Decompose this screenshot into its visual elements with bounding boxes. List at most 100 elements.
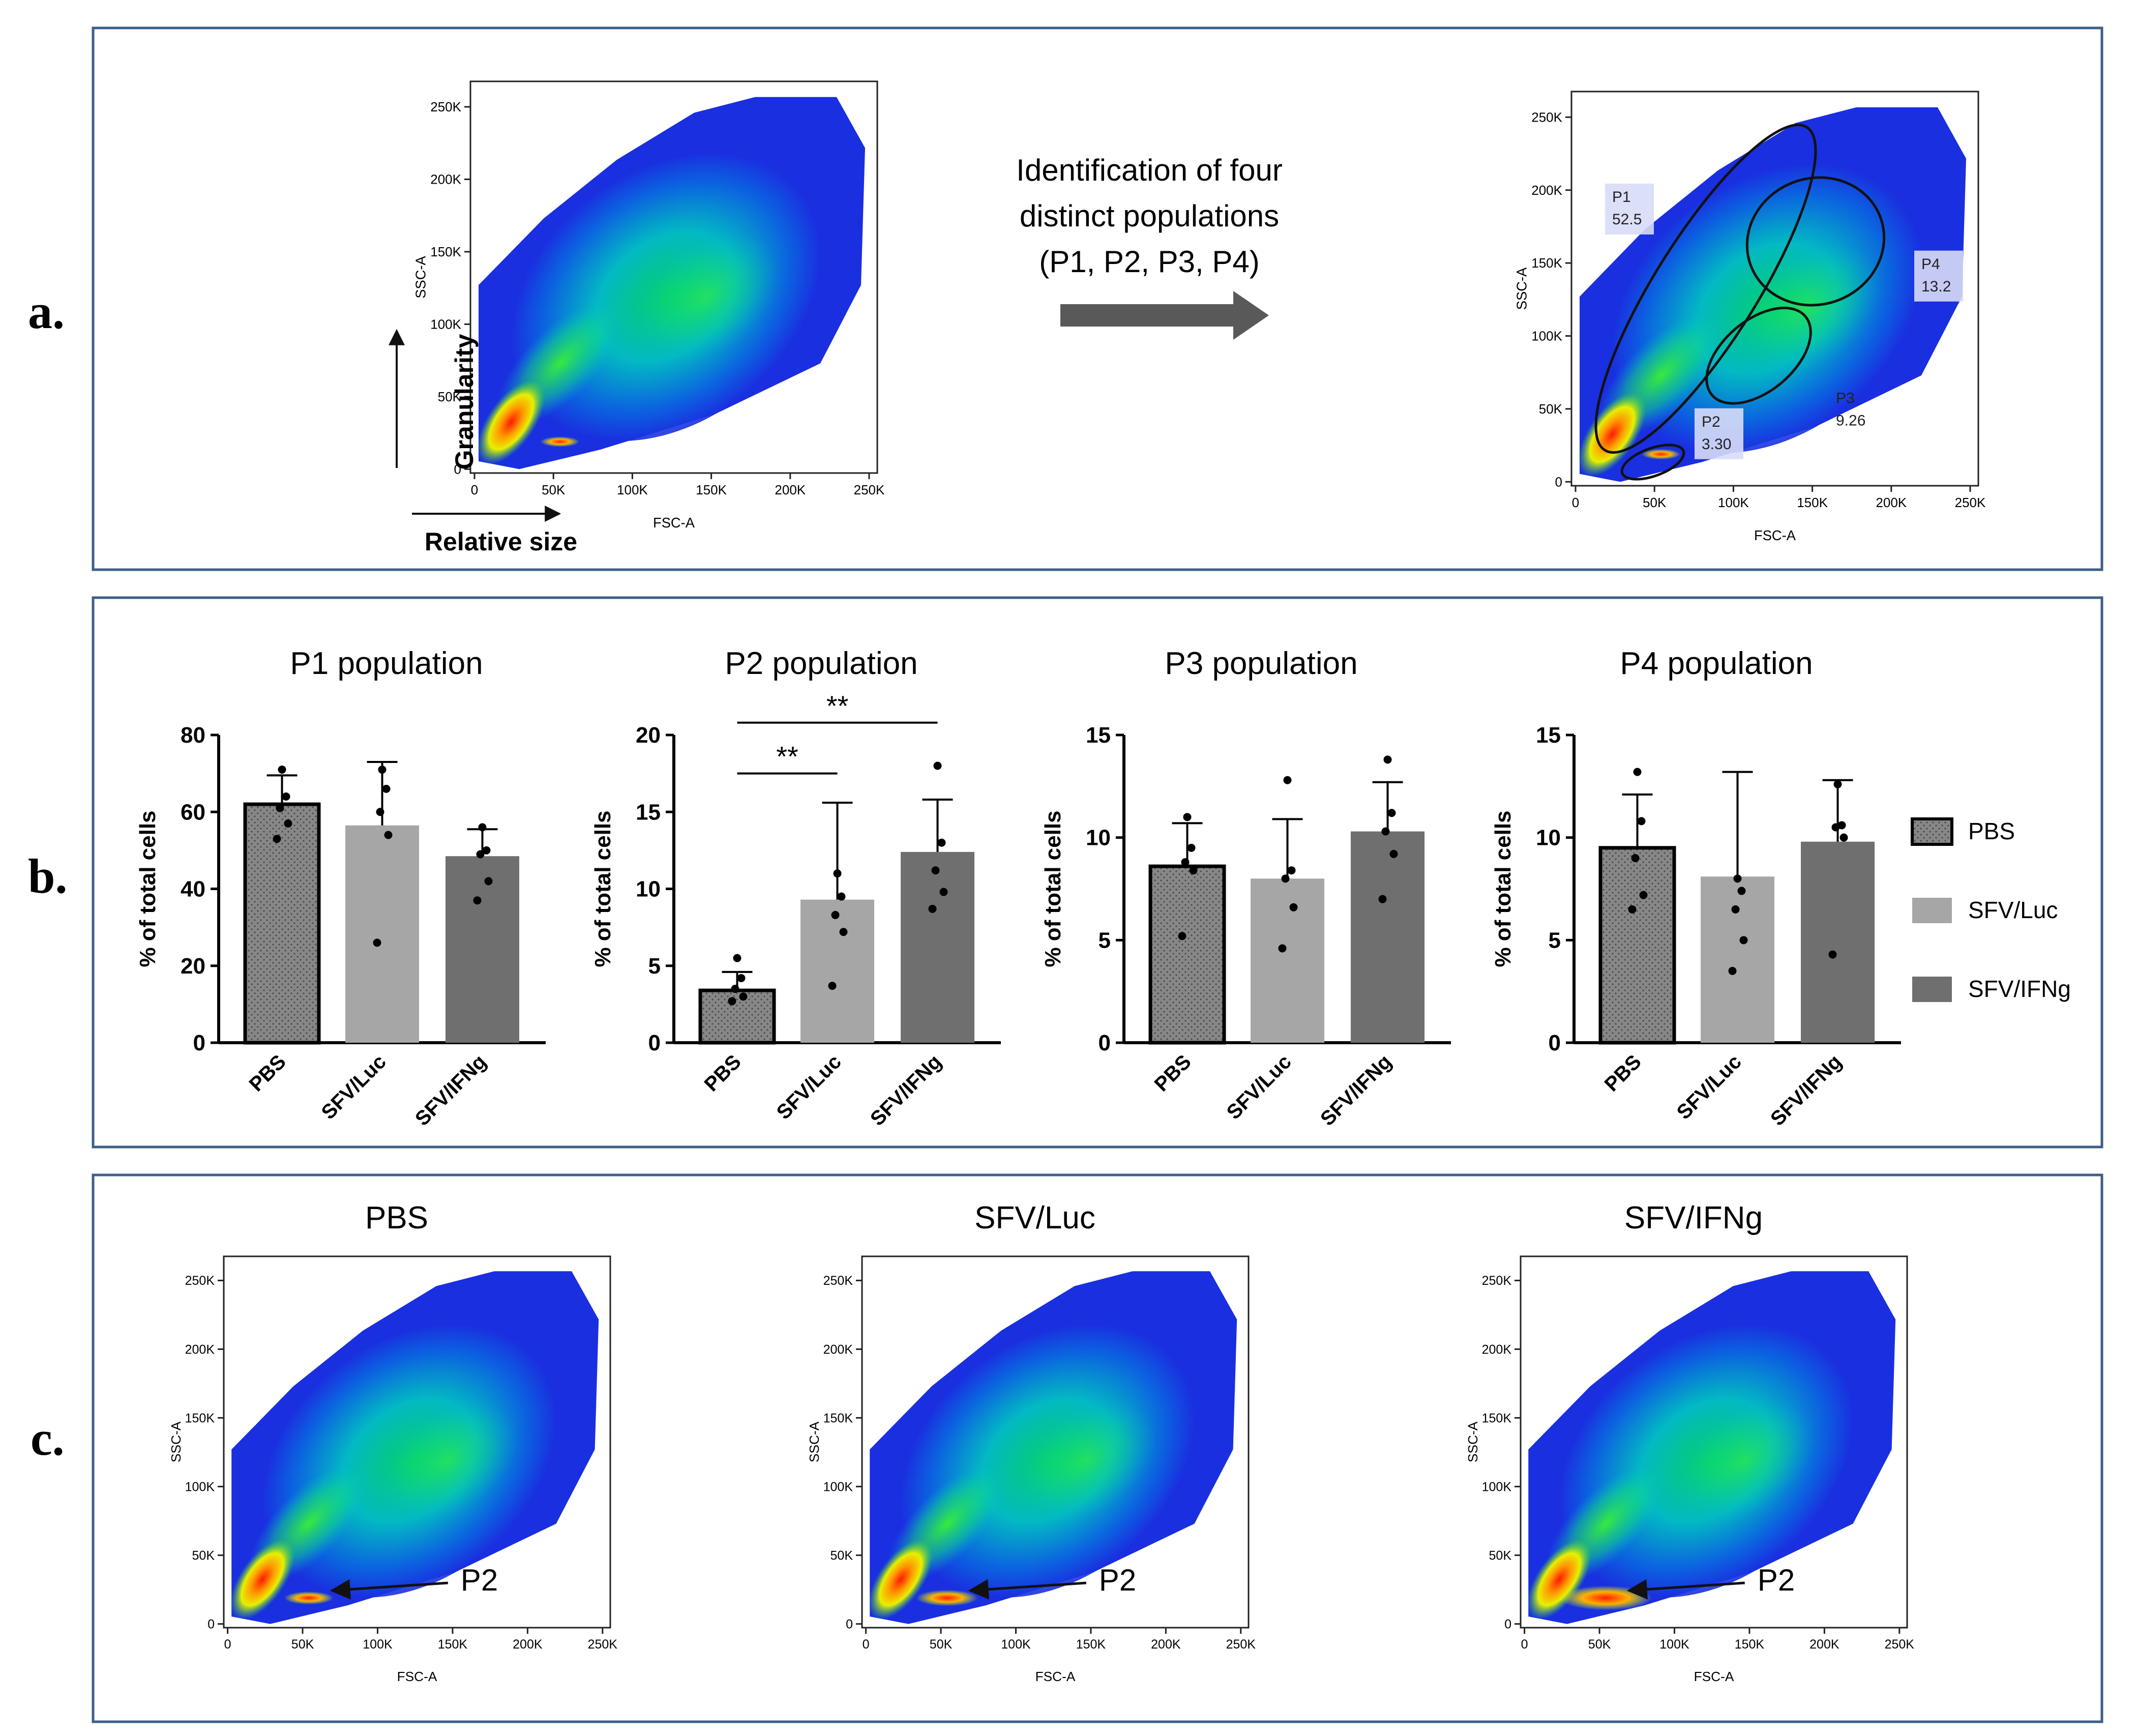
density-hotspot: [1527, 1539, 1592, 1620]
data-point: [1187, 843, 1196, 852]
arrow-text-line-3: (P1, P2, P3, P4): [1039, 245, 1260, 279]
bar-sfv-ifng: [1801, 841, 1875, 1043]
bar-pbs: [243, 802, 321, 1045]
data-point: [939, 888, 948, 896]
p2-arrow: [968, 1579, 1086, 1600]
category-label: SFV/Luc: [317, 1050, 391, 1124]
y-tick-label: 250K: [430, 99, 461, 114]
y-tick-label: 15: [636, 800, 661, 825]
x-tick-label: 200K: [513, 1637, 543, 1652]
data-point: [1833, 780, 1842, 788]
y-tick-label: 200K: [823, 1342, 853, 1357]
y-tick-label: 0: [1099, 1031, 1111, 1055]
y-tick-label: 150K: [430, 244, 461, 259]
x-tick-label: 150K: [1735, 1637, 1765, 1652]
data-point: [831, 910, 840, 919]
flow-plot-1: PBS 0 50K 100K 150K 200K 250K 0 50K 100K 150K 200K 2…: [168, 1200, 617, 1684]
y-axis-label: SSC-A: [807, 1421, 822, 1462]
x-axis-label: FSC-A: [1035, 1669, 1076, 1684]
y-tick-label: 200K: [185, 1342, 215, 1357]
x-tick-label: 150K: [438, 1637, 468, 1652]
chart-4: P4 population 0 5 10 15 % of total cells PBS SF…: [1491, 646, 1901, 1130]
y-axis-label: % of total cells: [590, 810, 615, 967]
arrow-text-line-1: Identification of four: [1016, 153, 1283, 187]
bar-sfv-ifng: [446, 856, 519, 1043]
bar-sfv-luc: [345, 825, 419, 1043]
data-point: [739, 992, 748, 1001]
panel-a-label: a.: [28, 284, 65, 339]
flow-plot-overview: 0 50K 100K 150K 200K 250K 0 50K 100K 150K 200K 250K…: [413, 80, 885, 531]
x-tick-label: 250K: [854, 482, 885, 497]
y-tick-label: 0: [454, 461, 461, 477]
data-point: [378, 766, 387, 774]
flow-plot-2: SFV/Luc 0 50K 100K 150K 200K 250K 0 50K 100K 150K 2…: [807, 1200, 1256, 1684]
y-tick-label: 50K: [1539, 401, 1563, 417]
flow-plot-gated: 0 50K 100K 150K 200K 250K 0 50K 100K 150K 200K 250K…: [1514, 91, 1986, 543]
data-point: [284, 819, 292, 828]
y-tick-label: 5: [1099, 928, 1111, 953]
data-point: [1189, 866, 1198, 875]
legend-label-2: SFV/Luc: [1968, 897, 2058, 923]
data-point: [1737, 887, 1746, 895]
y-tick-label: 5: [1549, 928, 1561, 953]
category-label: SFV/Luc: [1223, 1050, 1296, 1124]
legend-swatch-2: [1912, 898, 1952, 923]
data-point: [839, 928, 848, 936]
gate-name: P3: [1836, 390, 1855, 406]
y-tick-label: 200K: [1531, 183, 1562, 198]
data-point: [1387, 809, 1396, 817]
legend-swatch-1: [1911, 817, 1953, 846]
y-tick-label: 250K: [1531, 109, 1562, 125]
p2-arrow-label: P2: [461, 1563, 498, 1597]
data-point: [1183, 813, 1192, 821]
bar-sfv-ifng: [1351, 831, 1424, 1043]
data-point: [1828, 950, 1837, 959]
data-point: [1378, 895, 1387, 903]
x-tick-label: 100K: [1001, 1637, 1031, 1652]
gate-percent: 13.2: [1921, 278, 1951, 295]
data-point: [1633, 768, 1642, 776]
y-tick-label: 0: [1504, 1617, 1511, 1631]
bar-pbs: [698, 988, 776, 1045]
x-tick-label: 50K: [1643, 495, 1667, 510]
y-tick-label: 0: [1549, 1031, 1561, 1055]
panel-b-label: b.: [28, 849, 67, 903]
x-tick-label: 0: [471, 482, 478, 497]
gate-name: P4: [1921, 256, 1940, 273]
x-tick-label: 150K: [1797, 495, 1828, 510]
x-tick-label: 50K: [291, 1637, 314, 1652]
panel-a-frame: [92, 26, 2103, 571]
y-tick-label: 100K: [1482, 1480, 1512, 1494]
data-point: [933, 761, 942, 770]
gate-label-box: [1695, 408, 1743, 459]
data-point: [1283, 776, 1292, 784]
x-tick-label: 0: [1521, 1637, 1528, 1652]
y-tick-label: 60: [181, 800, 205, 825]
data-point: [1733, 874, 1742, 883]
arrow-text-line-2: distinct populations: [1020, 199, 1279, 233]
y-axis-label: SSC-A: [1514, 267, 1530, 310]
y-tick-label: 50K: [1489, 1548, 1512, 1563]
x-axis-label: FSC-A: [397, 1669, 437, 1684]
y-tick-label: 10: [1086, 826, 1111, 850]
category-label: PBS: [700, 1050, 746, 1096]
data-point: [376, 808, 384, 816]
y-axis-label: % of total cells: [135, 810, 160, 967]
y-tick-label: 15: [1086, 723, 1111, 748]
x-tick-label: 250K: [1885, 1637, 1915, 1652]
density-lobe-2: [378, 1399, 518, 1522]
category-label: SFV/IFNg: [866, 1050, 946, 1130]
y-tick-label: 100K: [430, 317, 461, 332]
data-point: [928, 904, 937, 913]
density-hotspot: [230, 1539, 295, 1620]
y-axis-label: SSC-A: [413, 256, 429, 299]
x-tick-label: 200K: [1151, 1637, 1181, 1652]
data-point: [1287, 866, 1296, 875]
data-point: [837, 892, 846, 901]
y-tick-label: 150K: [1482, 1411, 1512, 1425]
legend-label-3: SFV/IFNg: [1968, 976, 2071, 1002]
gate-name: P2: [1702, 414, 1720, 430]
chart-2: P2 population 0 5 10 15 20 % of total cells PBS…: [590, 646, 1001, 1130]
data-point: [1389, 849, 1398, 858]
data-point: [1639, 891, 1648, 899]
